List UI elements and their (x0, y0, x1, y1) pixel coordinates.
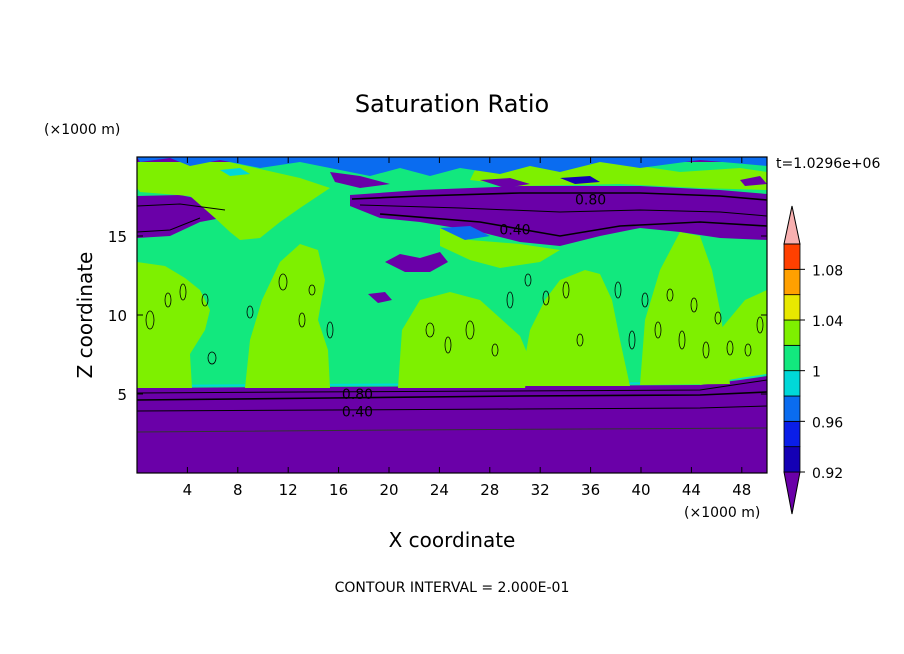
colorbar-min-triangle (783, 471, 801, 515)
x-tick-label: 40 (631, 481, 650, 499)
x-tick-label: 4 (183, 481, 193, 499)
lower-dry-layer (137, 376, 767, 473)
colorbar-swatch (783, 395, 801, 422)
colorbar-swatch (783, 420, 801, 448)
colorbar-label: 0.96 (812, 415, 843, 431)
colorbar-label: 1.04 (812, 314, 843, 330)
mid-green-plume-6 (700, 290, 767, 385)
mid-green-plume-3 (398, 292, 530, 388)
z-unit-label: (×1000 m) (44, 122, 120, 138)
x-unit-label: (×1000 m) (684, 505, 760, 521)
mid-green-plume-4 (520, 270, 630, 386)
blob-near-15-12 (368, 292, 392, 303)
colorbar-swatch (783, 344, 801, 372)
y-tick-label: 15 (108, 228, 127, 246)
contour-label: 0.40 (499, 223, 530, 239)
y-axis-ticks: 5 10 15 (108, 228, 767, 404)
blob-near-20 (385, 252, 448, 272)
x-tick-label: 20 (379, 481, 398, 499)
contour-lines (137, 192, 767, 433)
contour-label: 0.80 (575, 193, 606, 209)
x-tick-label: 36 (581, 481, 600, 499)
colorbar-swatch (783, 370, 801, 397)
y-tick-label: 10 (108, 307, 127, 325)
time-label: t=1.0296e+06 (776, 156, 880, 172)
colorbar-label: 1 (812, 365, 821, 381)
contour-plot-area: 0.800.400.800.40 (137, 157, 767, 473)
colorbar-swatch (783, 268, 801, 296)
x-tick-label: 48 (732, 481, 751, 499)
top-turbulent-strip (137, 157, 767, 188)
contour-label: 0.40 (342, 404, 373, 420)
small-contour-cells (145, 273, 764, 365)
colorbar: 0.92 0.96 1 1.04 1.08 (783, 205, 843, 515)
x-axis-ticks: 4 8 12 16 20 24 28 32 36 40 44 48 (183, 157, 751, 499)
chart-title: Saturation Ratio (355, 90, 549, 118)
contour-labels: 0.800.400.800.40 (342, 193, 606, 421)
x-tick-label: 44 (682, 481, 701, 499)
mid-green-plume-1 (137, 262, 210, 388)
x-tick-label: 16 (329, 481, 348, 499)
upper-green-patch-left (137, 160, 330, 240)
upper-dry-layer-right (350, 186, 767, 246)
colorbar-swatch (783, 446, 801, 473)
colorbar-label: 1.08 (812, 263, 843, 279)
colorbar-swatch (783, 243, 801, 270)
blob-near-22 (440, 226, 490, 240)
x-tick-label: 24 (430, 481, 449, 499)
x-tick-label: 28 (480, 481, 499, 499)
mid-green-plume-5 (640, 232, 730, 385)
contour-interval-footer: CONTOUR INTERVAL = 2.000E-01 (335, 580, 570, 596)
x-axis-label: X coordinate (389, 528, 516, 552)
upper-green-patch-mid (440, 228, 560, 268)
colorbar-swatch (783, 294, 801, 321)
colorbar-label: 0.92 (812, 466, 843, 482)
y-tick-label: 5 (117, 386, 127, 404)
mid-green-plume-2 (245, 244, 330, 388)
contour-label: 0.80 (342, 387, 373, 403)
y-axis-label: Z coordinate (73, 252, 97, 379)
colorbar-max-triangle (783, 205, 801, 245)
colorbar-swatch (783, 319, 801, 346)
x-tick-label: 12 (279, 481, 298, 499)
x-tick-label: 32 (531, 481, 550, 499)
x-tick-label: 8 (233, 481, 243, 499)
